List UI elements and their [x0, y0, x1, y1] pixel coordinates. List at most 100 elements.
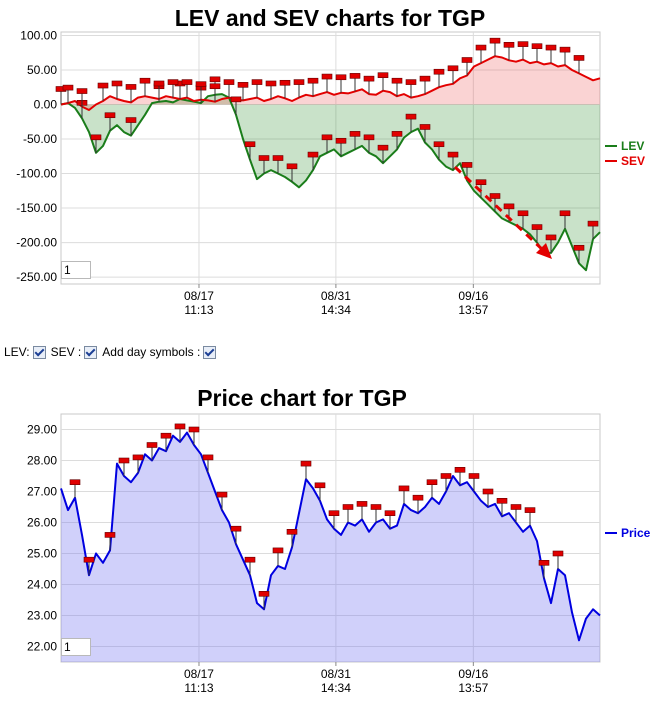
c1-day-marker: [405, 79, 417, 98]
c1-day-marker: [447, 151, 459, 171]
c1-y-tick-label: -250.00: [16, 270, 57, 284]
c1-day-marker: [272, 155, 284, 174]
trend-arrow: [453, 165, 552, 259]
c2-day-marker: [468, 473, 480, 492]
c1-day-marker: [321, 134, 333, 153]
c2-day-marker: [118, 457, 130, 476]
c2-day-marker: [440, 473, 452, 492]
c2-day-marker: [258, 591, 270, 610]
c1-day-marker: [489, 193, 501, 212]
c1-day-marker: [377, 72, 389, 91]
c2-x-tick-label: 08/31 14:34: [321, 667, 351, 695]
sev-checkbox[interactable]: [84, 345, 98, 359]
c1-day-marker: [461, 57, 473, 76]
c2-day-marker: [174, 423, 186, 442]
c1-day-marker: [293, 79, 305, 98]
c2-day-marker: [384, 510, 396, 529]
c1-day-marker: [258, 155, 270, 174]
c1-y-tick-label: 100.00: [20, 28, 57, 42]
c2-day-marker: [69, 479, 81, 498]
lev-sev-chart-title: LEV and SEV charts for TGP: [175, 5, 486, 31]
c1-y-tick-label: 0.00: [34, 97, 58, 111]
c1-day-marker: [279, 79, 291, 99]
price-zoom-input[interactable]: 1: [61, 638, 91, 656]
c1-day-marker: [587, 220, 599, 240]
c2-day-marker: [496, 498, 508, 517]
c2-day-marker: [202, 454, 214, 473]
c1-day-marker: [363, 134, 375, 153]
c1-day-marker: [405, 113, 417, 133]
c1-day-marker: [559, 210, 571, 229]
lev-sev-lines: [60, 55, 601, 272]
lev-sev-zoom-input[interactable]: 1: [61, 261, 91, 279]
c1-day-marker: [391, 77, 403, 97]
lev-sev-chart: LEV and SEV charts for TGP 100.00 50.00 0.…: [16, 5, 645, 317]
price-area: [61, 432, 600, 662]
c1-y-tick-label: -150.00: [16, 201, 57, 215]
price-legend: Price: [605, 526, 651, 540]
c2-y-tick-label: 29.00: [27, 423, 57, 437]
c1-day-marker: [251, 79, 263, 98]
c2-y-tick-label: 28.00: [27, 454, 57, 468]
c1-day-marker: [573, 244, 585, 264]
c1-day-marker: [97, 82, 109, 102]
c1-day-marker: [90, 134, 102, 153]
lev-sev-day-markers: [55, 37, 599, 264]
c1-x-tick-label: 08/17 11:13: [184, 289, 214, 317]
c1-day-marker: [335, 137, 347, 157]
day-symbols-checkbox[interactable]: [203, 345, 217, 359]
c2-day-marker: [426, 479, 438, 498]
c1-area-lev: [61, 94, 600, 271]
c1-day-marker: [419, 75, 431, 95]
c1-day-marker: [307, 77, 319, 97]
c1-day-marker: [321, 73, 333, 93]
c2-day-marker: [300, 460, 312, 480]
c1-day-marker: [195, 81, 207, 100]
c1-y-tick-label: -200.00: [16, 236, 57, 250]
c1-day-marker: [503, 42, 515, 61]
c1-legend-label-sev: SEV: [621, 154, 645, 168]
c2-day-marker: [328, 510, 340, 529]
c2-x-tick-label: 08/17 11:13: [184, 667, 214, 695]
c1-day-marker: [545, 234, 557, 253]
c1-day-marker: [363, 75, 375, 95]
c1-day-marker: [265, 80, 277, 99]
c2-legend-label-price: Price: [621, 526, 651, 540]
c1-day-marker: [517, 41, 529, 60]
c2-plot-area: [60, 413, 601, 663]
c2-y-tick-label: 27.00: [27, 485, 57, 499]
c1-day-marker: [335, 74, 347, 93]
c2-y-tick-label: 26.00: [27, 516, 57, 530]
day-symbols-checkbox-label: Add day symbols :: [102, 345, 201, 359]
c1-day-marker: [237, 82, 249, 101]
c1-y-tick-label: -100.00: [16, 167, 57, 181]
sev-checkbox-label: SEV :: [50, 345, 82, 359]
lev-checkbox[interactable]: [32, 345, 46, 359]
c1-day-marker: [223, 79, 235, 98]
price-day-markers: [69, 423, 564, 610]
c1-y-tick-label: -50.00: [23, 132, 57, 146]
c1-day-marker: [209, 83, 221, 102]
c1-day-marker: [531, 43, 543, 62]
c1-day-marker: [545, 44, 557, 64]
c2-x-tick-label: 09/16 13:57: [458, 667, 488, 695]
c1-day-marker: [447, 65, 459, 84]
c2-day-marker: [160, 432, 172, 452]
price-y-axis: 29.00 28.00 27.00 26.00 25.00 24.00 23.00 22.00: [27, 423, 57, 654]
c1-day-marker: [104, 112, 116, 131]
c2-day-marker: [216, 491, 228, 511]
c2-day-marker: [398, 485, 410, 504]
c1-day-marker: [349, 131, 361, 150]
price-x-axis: 08/17 11:13 08/31 14:34 09/16 13:57: [184, 662, 489, 695]
c2-area-price: [61, 432, 600, 662]
c2-day-marker: [272, 547, 284, 566]
c1-day-marker: [307, 151, 319, 171]
c1-day-marker: [125, 84, 137, 103]
lev-sev-x-axis: 08/17 11:13 08/31 14:34 09/16 13:57: [184, 284, 489, 317]
c1-day-marker: [517, 210, 529, 229]
c1-day-marker: [573, 55, 585, 74]
c1-day-marker: [531, 224, 543, 243]
c2-day-marker: [510, 504, 522, 523]
c2-day-marker: [370, 504, 382, 523]
